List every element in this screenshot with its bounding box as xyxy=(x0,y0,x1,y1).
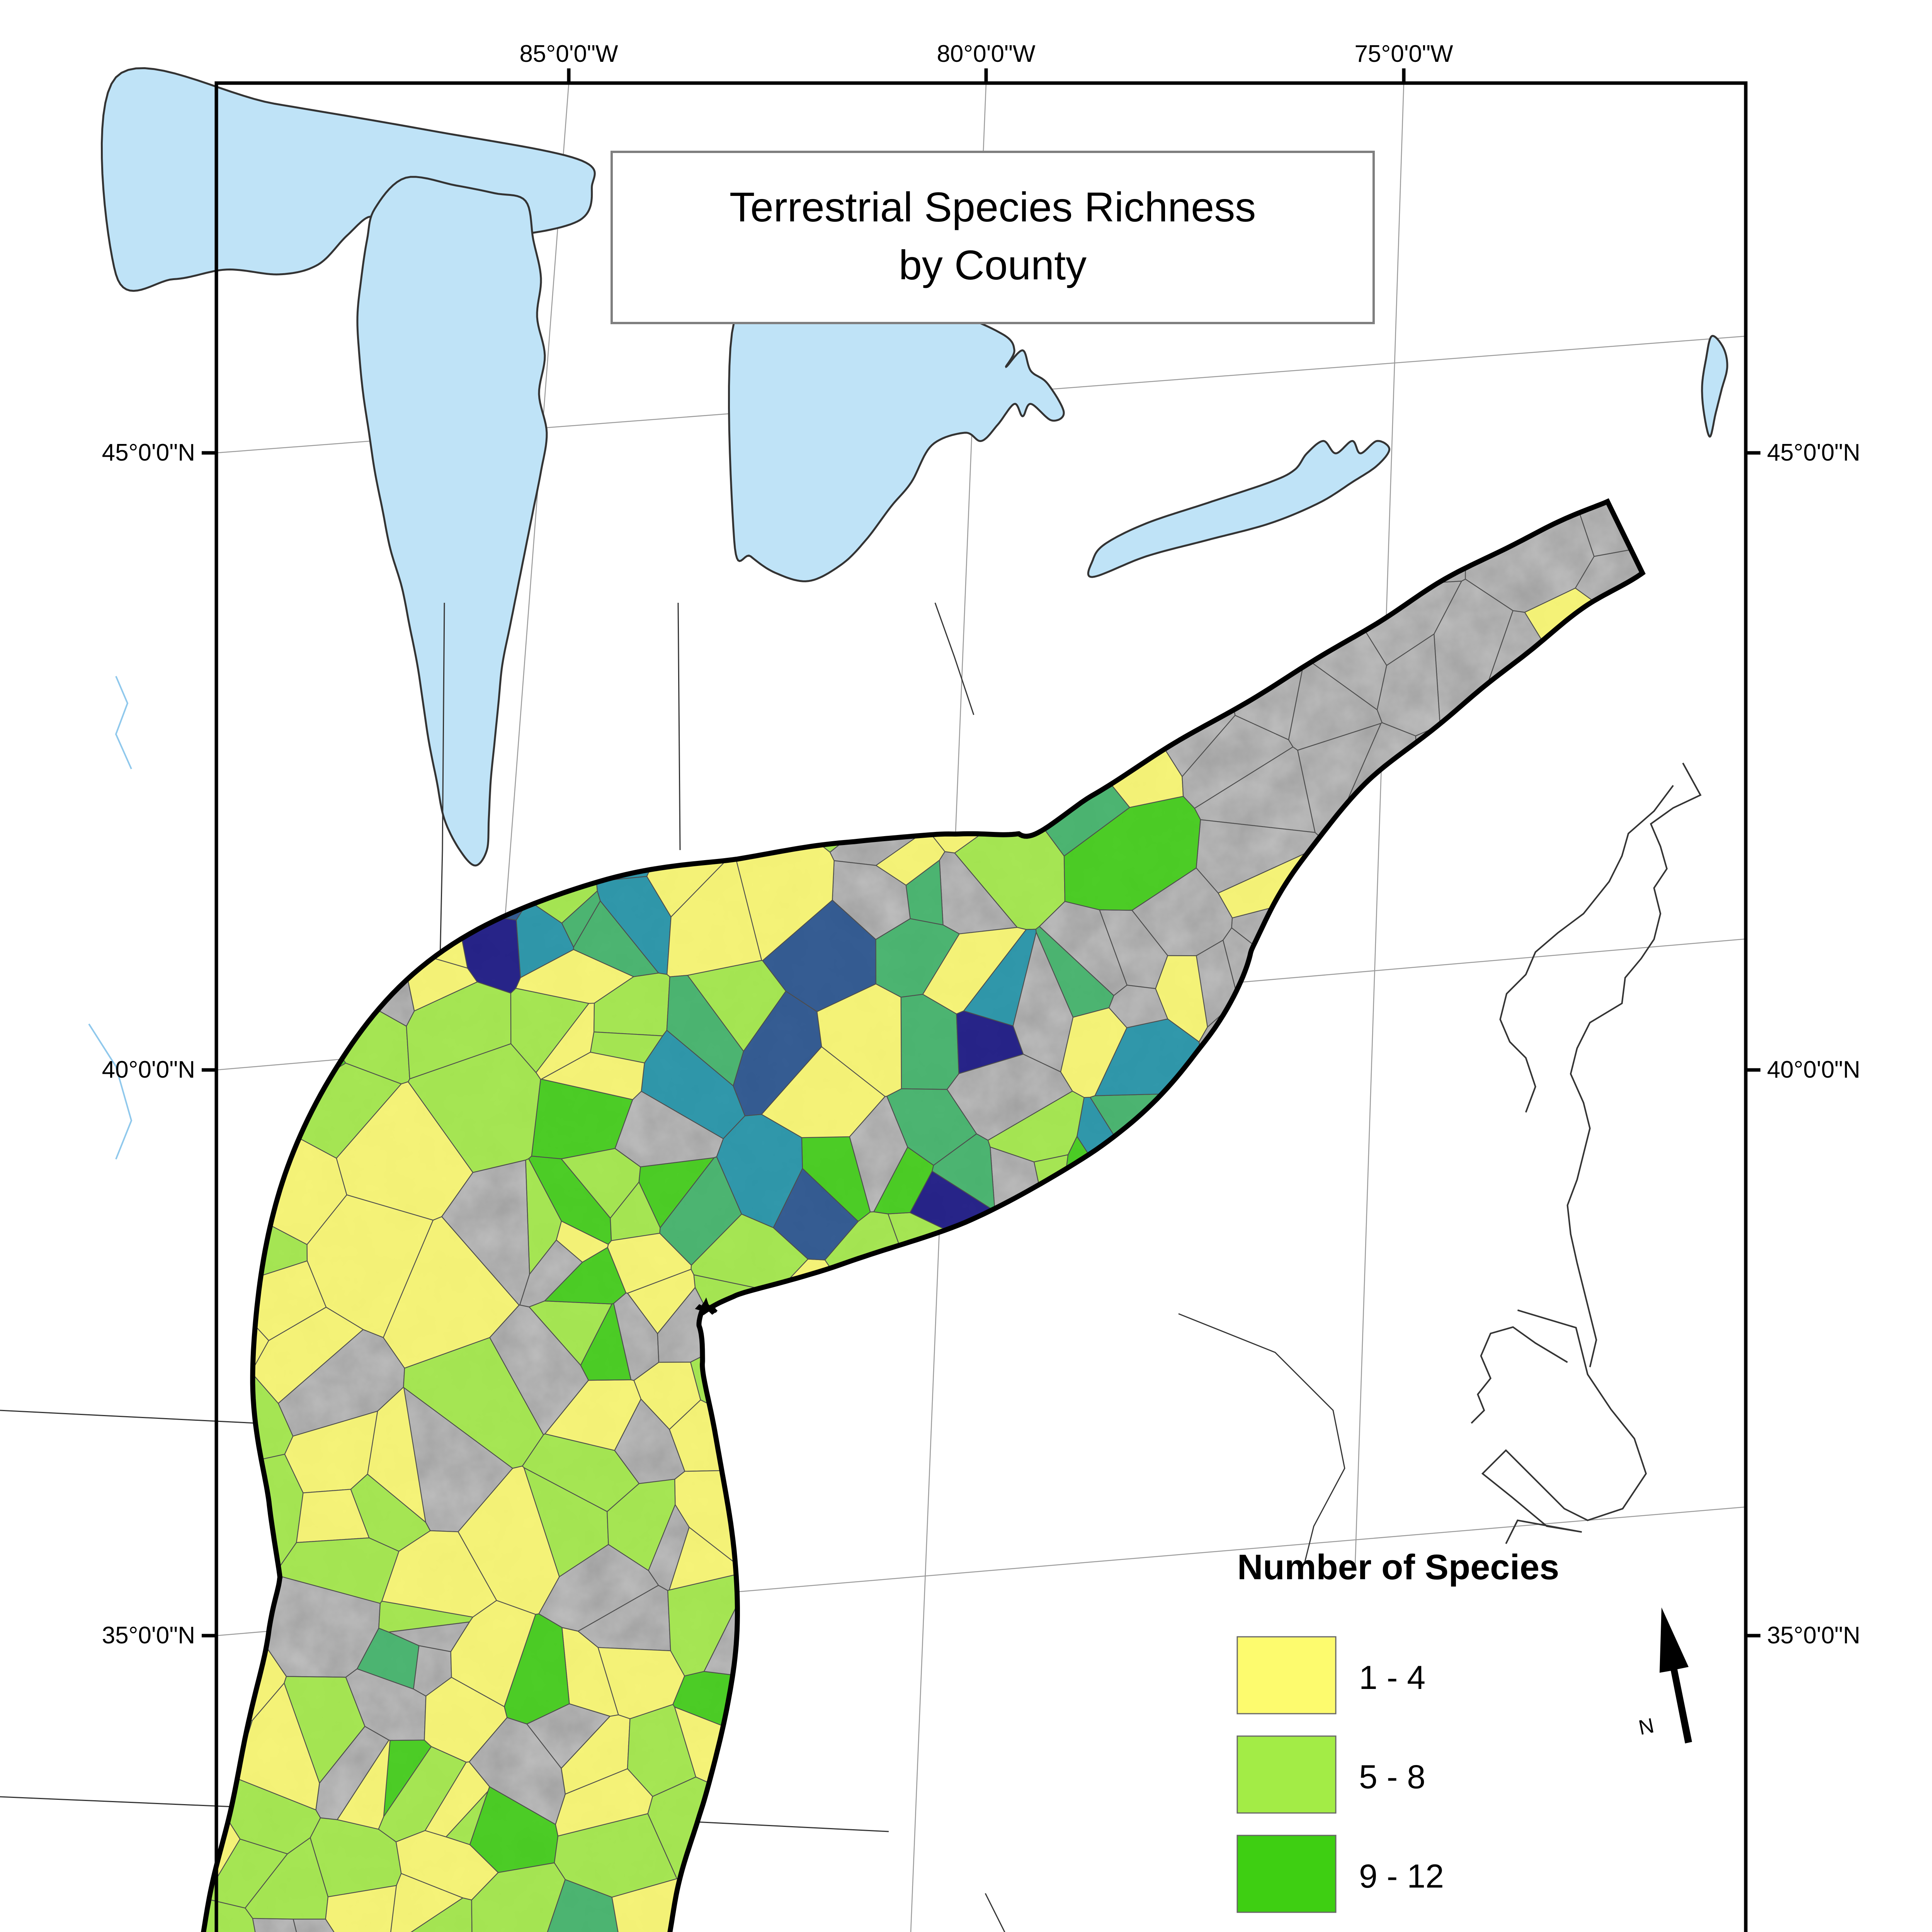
svg-text:35°0'0"N: 35°0'0"N xyxy=(102,1622,195,1649)
svg-text:Terrestrial Species Richness: Terrestrial Species Richness xyxy=(730,184,1256,230)
svg-text:5 - 8: 5 - 8 xyxy=(1359,1759,1425,1796)
svg-text:35°0'0"N: 35°0'0"N xyxy=(1767,1622,1860,1649)
svg-text:Number of Species: Number of Species xyxy=(1237,1548,1559,1587)
svg-text:45°0'0"N: 45°0'0"N xyxy=(1767,439,1860,466)
svg-text:40°0'0"N: 40°0'0"N xyxy=(102,1056,195,1083)
svg-text:85°0'0"W: 85°0'0"W xyxy=(519,41,618,67)
svg-text:by County: by County xyxy=(899,242,1087,288)
svg-text:9 - 12: 9 - 12 xyxy=(1359,1858,1444,1895)
svg-text:40°0'0"N: 40°0'0"N xyxy=(1767,1056,1860,1083)
svg-text:75°0'0"W: 75°0'0"W xyxy=(1354,41,1453,67)
svg-text:1 - 4: 1 - 4 xyxy=(1359,1659,1425,1696)
svg-text:45°0'0"N: 45°0'0"N xyxy=(102,439,195,466)
svg-text:80°0'0"W: 80°0'0"W xyxy=(937,41,1036,67)
